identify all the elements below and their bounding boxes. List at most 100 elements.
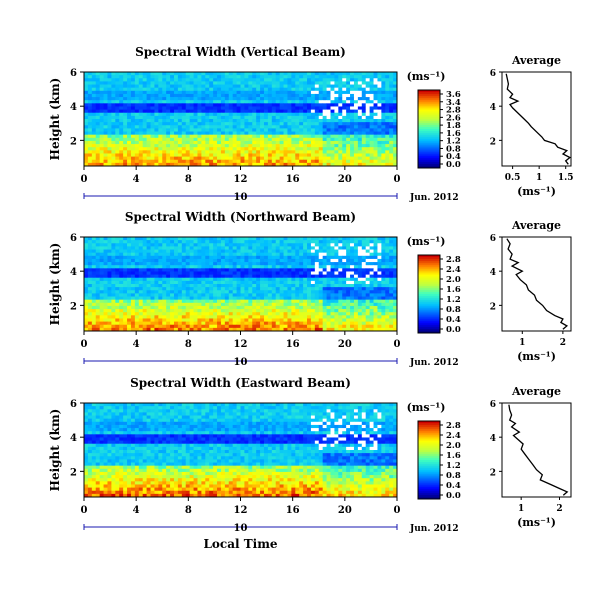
heatmap-cell (217, 87, 222, 92)
heatmap-cell (377, 112, 382, 117)
heatmap-cell (310, 122, 316, 126)
heatmap-cell (166, 280, 171, 285)
heatmap-cell (232, 153, 237, 157)
heatmap-cell (260, 262, 265, 266)
heatmap-cell (271, 122, 277, 126)
heatmap-cell (130, 287, 136, 291)
heatmap-cell (357, 119, 363, 123)
heatmap-cell (353, 268, 359, 272)
heatmap-cell (275, 78, 281, 82)
heatmap-cell (115, 287, 120, 291)
heatmap-cell (119, 87, 124, 92)
heatmap-cell (240, 97, 245, 101)
heatmap-cell (263, 106, 269, 110)
heatmap-cell (361, 268, 367, 272)
heatmap-cell (263, 299, 269, 304)
heatmap-cell (310, 312, 316, 316)
heatmap-cell (369, 75, 374, 79)
heatmap-cell (283, 115, 288, 120)
heatmap-cell (181, 119, 187, 123)
heatmap-cell (244, 274, 249, 279)
heatmap-cell (220, 81, 226, 85)
heatmap-cell (326, 271, 331, 275)
heatmap-cell (107, 309, 112, 313)
heatmap-cell (142, 84, 147, 89)
heatmap-cell (162, 100, 167, 104)
heatmap-cell (119, 119, 124, 123)
heatmap-cell (260, 97, 265, 101)
heatmap-cell (127, 249, 132, 254)
heatmap-cell (310, 299, 316, 304)
heatmap-cell (267, 309, 273, 313)
heatmap-cell (330, 134, 335, 139)
heatmap-cell (357, 97, 363, 101)
heatmap-cell (138, 122, 144, 126)
heatmap-cell (263, 156, 269, 161)
heatmap-cell (271, 249, 277, 254)
heatmap-cell (232, 90, 237, 95)
heatmap-cell (84, 131, 89, 136)
heatmap-cell (138, 128, 144, 132)
heatmap-cell (170, 137, 175, 142)
heatmap-cell (158, 268, 163, 272)
heatmap-cell (256, 131, 261, 136)
heatmap-cell (263, 274, 269, 279)
heatmap-cell (236, 144, 241, 148)
heatmap-cell (127, 327, 132, 332)
heatmap-cell (119, 109, 124, 114)
heatmap-cell (189, 90, 194, 95)
heatmap-cell (275, 87, 281, 92)
heatmap-cell (350, 287, 355, 291)
heatmap-cell (236, 302, 241, 307)
heatmap-cell (142, 109, 147, 114)
heatmap-cell (260, 252, 265, 257)
heatmap-cell (303, 318, 308, 322)
heatmap-cell (103, 255, 108, 260)
colorbar-swatch (418, 160, 440, 163)
heatmap-cell (170, 255, 175, 260)
heatmap-cell (181, 258, 187, 263)
heatmap-cell (197, 305, 202, 310)
heatmap-cell (267, 312, 273, 316)
heatmap-cell (267, 296, 273, 301)
heatmap-cell (389, 309, 394, 313)
heatmap-cell (224, 290, 230, 294)
colorbar-tick-label: 2.6 (446, 113, 461, 123)
heatmap-cell (326, 162, 331, 167)
heatmap-cell (217, 315, 222, 319)
heatmap-cell (123, 240, 128, 244)
heatmap-cell (146, 237, 151, 241)
colorbar-swatch (418, 331, 440, 334)
heatmap-cell (138, 265, 144, 269)
heatmap-cell (365, 128, 371, 132)
heatmap-cell (127, 81, 132, 85)
heatmap-cell (314, 122, 320, 126)
heatmap-cell (303, 87, 308, 92)
heatmap-cell (87, 255, 93, 260)
heatmap-cell (350, 274, 355, 279)
heatmap-cell (303, 112, 308, 117)
heatmap-cell (115, 280, 120, 285)
heatmap-cell (166, 97, 171, 101)
heatmap-cell (115, 115, 120, 120)
heatmap-cell (201, 299, 206, 304)
heatmap-cell (303, 290, 308, 294)
heatmap-cell (158, 293, 163, 297)
heatmap-cell (189, 153, 194, 157)
heatmap-cell (310, 318, 316, 322)
heatmap-cell (377, 115, 382, 120)
heatmap-cell (307, 318, 312, 322)
heatmap-cell (91, 90, 97, 95)
heatmap-cell (385, 271, 390, 275)
heatmap-cell (205, 125, 210, 129)
heatmap-cell (154, 321, 159, 326)
heatmap-cell (385, 137, 390, 142)
heatmap-cell (342, 315, 347, 319)
heatmap-cell (365, 302, 371, 307)
colorbar-tick-label: 1.6 (446, 285, 461, 295)
heatmap-cell (95, 84, 101, 89)
heatmap-cell (307, 327, 312, 332)
heatmap-cell (252, 97, 257, 101)
heatmap-cell (244, 243, 249, 247)
